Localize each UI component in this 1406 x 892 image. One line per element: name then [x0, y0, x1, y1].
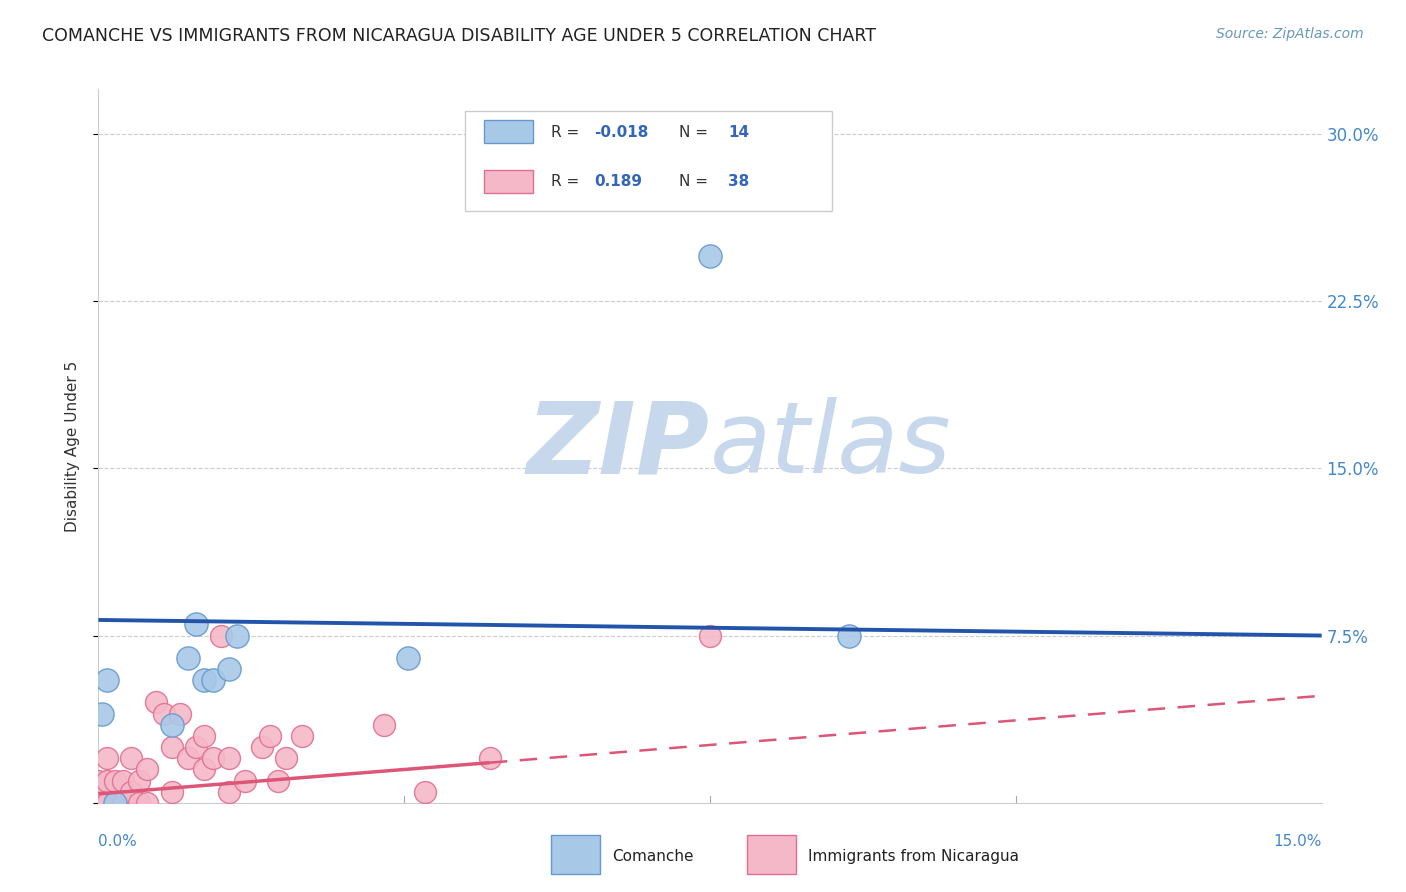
- Point: [152, 706, 174, 721]
- Point: [699, 249, 721, 264]
- Point: [193, 673, 215, 687]
- Point: [201, 673, 224, 687]
- Text: Comanche: Comanche: [612, 849, 693, 863]
- Point: [128, 773, 150, 788]
- Bar: [551, 835, 600, 874]
- Point: [136, 796, 159, 810]
- Point: [87, 796, 110, 810]
- Point: [87, 773, 110, 788]
- Text: N =: N =: [679, 175, 713, 189]
- Point: [250, 740, 273, 755]
- Point: [145, 696, 167, 710]
- Text: 0.0%: 0.0%: [98, 834, 138, 849]
- Point: [120, 751, 142, 765]
- Point: [186, 617, 208, 632]
- Point: [193, 762, 215, 776]
- Point: [291, 729, 314, 743]
- Point: [96, 796, 118, 810]
- Point: [136, 762, 159, 776]
- Point: [396, 651, 419, 665]
- Point: [478, 751, 501, 765]
- Text: -0.018: -0.018: [593, 125, 648, 139]
- Bar: [484, 169, 533, 193]
- Point: [160, 785, 183, 799]
- Point: [160, 740, 183, 755]
- Point: [169, 706, 191, 721]
- Point: [177, 651, 200, 665]
- Point: [111, 773, 134, 788]
- Text: 38: 38: [728, 175, 749, 189]
- Point: [104, 796, 127, 810]
- Point: [96, 673, 118, 687]
- Point: [413, 785, 436, 799]
- Point: [186, 740, 208, 755]
- Point: [96, 751, 118, 765]
- Bar: [484, 120, 533, 143]
- Text: R =: R =: [551, 125, 583, 139]
- Point: [104, 796, 127, 810]
- Text: 0.189: 0.189: [593, 175, 641, 189]
- Point: [120, 785, 142, 799]
- Text: atlas: atlas: [710, 398, 952, 494]
- Point: [111, 796, 134, 810]
- Point: [218, 662, 240, 676]
- Point: [218, 751, 240, 765]
- Point: [233, 773, 256, 788]
- Point: [699, 628, 721, 642]
- Point: [218, 785, 240, 799]
- Text: 15.0%: 15.0%: [1274, 834, 1322, 849]
- Text: R =: R =: [551, 175, 583, 189]
- Point: [104, 773, 127, 788]
- Point: [193, 729, 215, 743]
- Point: [838, 628, 860, 642]
- Point: [91, 706, 114, 721]
- Point: [96, 773, 118, 788]
- Point: [373, 717, 395, 731]
- Point: [128, 796, 150, 810]
- Point: [177, 751, 200, 765]
- FancyBboxPatch shape: [465, 111, 832, 211]
- Point: [226, 628, 249, 642]
- Text: 14: 14: [728, 125, 749, 139]
- Text: COMANCHE VS IMMIGRANTS FROM NICARAGUA DISABILITY AGE UNDER 5 CORRELATION CHART: COMANCHE VS IMMIGRANTS FROM NICARAGUA DI…: [42, 27, 876, 45]
- Text: ZIP: ZIP: [527, 398, 710, 494]
- Y-axis label: Disability Age Under 5: Disability Age Under 5: [65, 360, 80, 532]
- Point: [160, 717, 183, 731]
- Point: [259, 729, 281, 743]
- Text: N =: N =: [679, 125, 713, 139]
- Point: [201, 751, 224, 765]
- Text: Source: ZipAtlas.com: Source: ZipAtlas.com: [1216, 27, 1364, 41]
- Point: [560, 182, 582, 196]
- Text: Immigrants from Nicaragua: Immigrants from Nicaragua: [808, 849, 1019, 863]
- Bar: [747, 835, 796, 874]
- Point: [274, 751, 297, 765]
- Point: [267, 773, 290, 788]
- Point: [209, 628, 232, 642]
